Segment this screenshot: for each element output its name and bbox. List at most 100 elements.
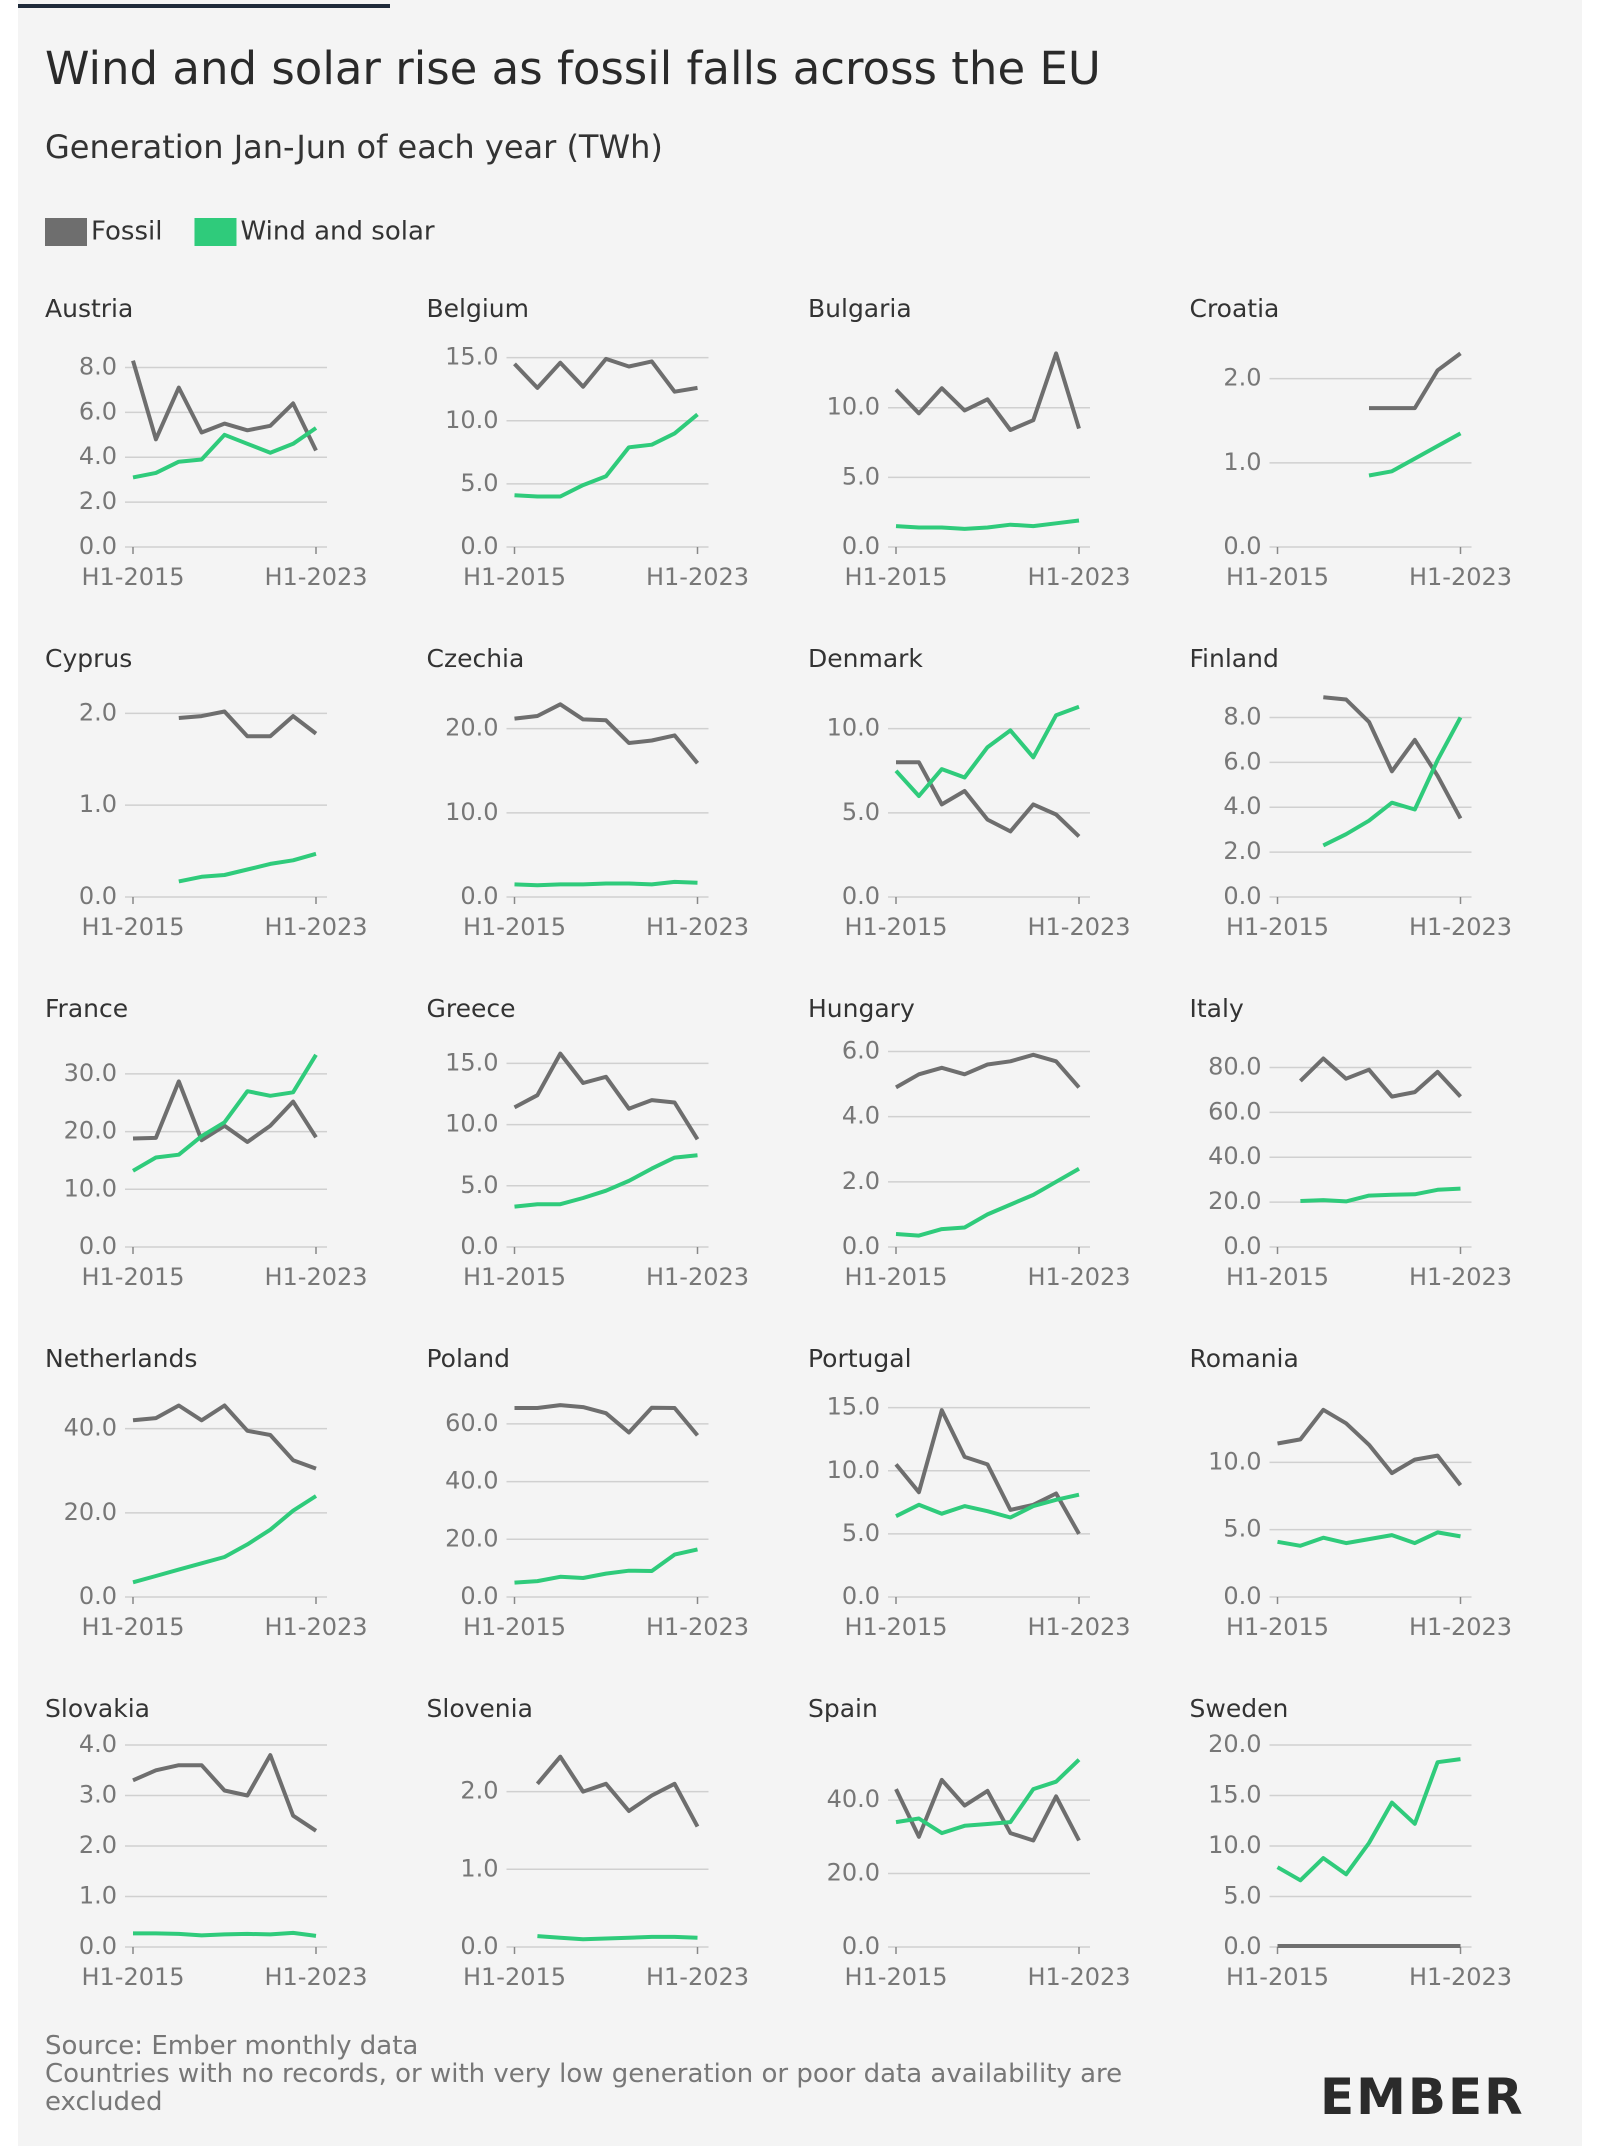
y-tick-label: 20.0 [445,714,498,742]
series-line [513,1051,700,1141]
y-tick-label: 0.0 [1223,1932,1261,1960]
panel-title: Sweden [1190,1694,1289,1723]
x-tick-label: H1-2015 [81,1263,184,1291]
panel-title: Greece [427,994,516,1023]
y-tick-label: 0.0 [79,1932,117,1960]
legend-swatch [45,218,87,246]
chart-title: Wind and solar rise as fossil falls acro… [45,42,1101,95]
series-line [894,1777,1081,1843]
y-tick-label: 10.0 [827,1456,880,1484]
y-tick-label: 2.0 [842,1167,880,1195]
y-tick-label: 5.0 [1223,1515,1261,1543]
x-tick-label: H1-2015 [81,1963,184,1991]
panel-title: Finland [1190,644,1279,673]
y-tick-label: 0.0 [842,882,880,910]
series-line [514,1403,700,1437]
logo: EMBER [1320,2068,1525,2126]
y-tick-label: 2.0 [1223,364,1261,392]
panel-title: Belgium [427,294,530,323]
y-tick-label: 15.0 [445,343,498,371]
x-tick-label: H1-2023 [646,563,749,591]
y-tick-label: 0.0 [460,882,498,910]
y-tick-label: 15.0 [1208,1781,1261,1809]
y-tick-label: 8.0 [1223,702,1261,730]
footer: Source: Ember monthly data Countries wit… [45,2032,1195,2116]
x-tick-label: H1-2015 [81,563,184,591]
y-tick-label: 20.0 [445,1524,498,1552]
series-line [514,1153,698,1209]
y-tick-label: 10.0 [1208,1831,1261,1859]
series-line [1323,695,1463,820]
y-tick-label: 15.0 [445,1048,498,1076]
series-line [132,1753,318,1833]
x-tick-label: H1-2015 [463,563,566,591]
x-tick-label: H1-2023 [646,1263,749,1291]
x-tick-label: H1-2023 [646,913,749,941]
y-tick-label: 1.0 [79,1882,117,1910]
panel-title: Italy [1190,994,1244,1023]
x-tick-label: H1-2023 [1409,563,1512,591]
series-line [1276,1757,1461,1883]
y-tick-label: 0.0 [1223,1232,1261,1260]
chart-subtitle: Generation Jan-Jun of each year (TWh) [45,128,663,166]
x-tick-label: H1-2023 [1409,1263,1512,1291]
y-tick-label: 0.0 [460,1932,498,1960]
series-line [131,1053,318,1173]
series-line [895,1052,1081,1090]
series-line [133,1930,317,1938]
y-tick-label: 0.0 [842,532,880,560]
x-tick-label: H1-2023 [1409,913,1512,941]
x-tick-label: H1-2023 [264,1963,367,1991]
x-tick-label: H1-2015 [1226,1263,1329,1291]
x-tick-label: H1-2015 [463,913,566,941]
series-line [1368,431,1462,478]
y-tick-label: 0.0 [1223,1582,1261,1610]
y-tick-label: 4.0 [79,442,117,470]
y-tick-label: 20.0 [1208,1187,1261,1215]
series-line [131,360,318,452]
series-line [1369,351,1462,411]
series-line [535,1754,700,1828]
series-line [1322,716,1463,848]
series-line [894,1408,1081,1535]
panel-title: Croatia [1190,294,1280,323]
series-line [132,1494,318,1585]
y-tick-label: 0.0 [1223,532,1261,560]
y-tick-label: 0.0 [842,1932,880,1960]
legend-swatch [194,218,237,246]
y-tick-label: 5.0 [842,798,880,826]
panel-title: Bulgaria [808,294,912,323]
y-tick-label: 10.0 [827,714,880,742]
y-tick-label: 0.0 [79,532,117,560]
x-tick-label: H1-2015 [844,913,947,941]
x-tick-label: H1-2015 [1226,1613,1329,1641]
panel-title: Slovakia [45,1694,150,1723]
y-tick-label: 20.0 [64,1117,117,1145]
panel-title: Denmark [808,644,923,673]
y-tick-label: 2.0 [460,1777,498,1805]
x-tick-label: H1-2015 [463,1963,566,1991]
series-line [537,1934,698,1942]
panel-title: Portugal [808,1344,912,1373]
x-tick-label: H1-2015 [81,913,184,941]
y-tick-label: 2.0 [79,487,117,515]
y-tick-label: 80.0 [1208,1052,1261,1080]
y-tick-label: 15.0 [827,1393,880,1421]
x-tick-label: H1-2015 [844,1263,947,1291]
series-line [132,1079,318,1144]
y-tick-label: 3.0 [79,1781,117,1809]
x-tick-label: H1-2015 [1226,563,1329,591]
y-tick-label: 40.0 [1208,1142,1261,1170]
series-line [895,1492,1080,1520]
series-line [178,709,318,739]
y-tick-label: 30.0 [64,1059,117,1087]
x-tick-label: H1-2023 [264,1613,367,1641]
y-tick-label: 6.0 [79,397,117,425]
y-tick-label: 4.0 [842,1102,880,1130]
series-line [895,1167,1080,1238]
card [18,0,1582,2146]
y-tick-label: 4.0 [79,1730,117,1758]
y-tick-label: 10.0 [1208,1447,1261,1475]
x-tick-label: H1-2023 [1027,1963,1130,1991]
y-tick-label: 5.0 [460,1171,498,1199]
